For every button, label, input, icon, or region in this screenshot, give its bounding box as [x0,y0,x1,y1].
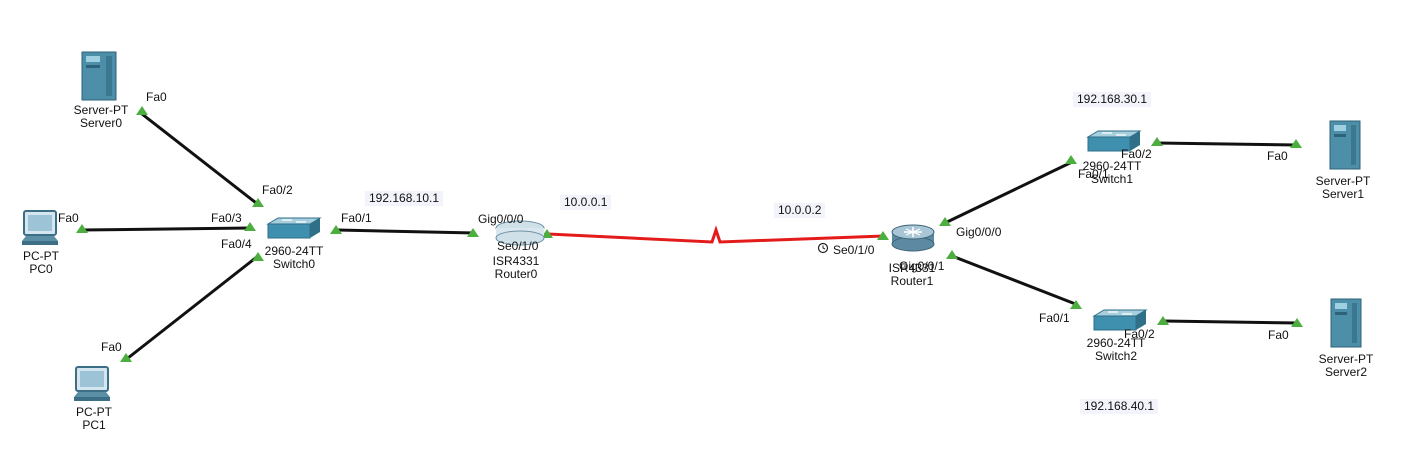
port-up-indicator [136,106,148,115]
port-up-indicator [877,231,889,240]
switch2-label: 2960-24TT Switch2 [1087,337,1146,363]
router1-router-icon[interactable] [891,224,935,252]
link-pc0-switch0[interactable] [81,226,251,232]
port-up-indicator [252,252,264,261]
server0-label: Server-PT Server0 [74,104,129,130]
port-up-indicator [1151,137,1163,146]
switch0-label: 2960-24TT Switch0 [265,245,324,271]
switch1-name: Switch1 [1090,172,1134,186]
port-label: Fa0/2 [1124,327,1155,341]
port-up-indicator [1291,318,1303,327]
server1-server-icon[interactable] [1329,120,1361,170]
switch2-switch-icon[interactable] [1092,309,1148,331]
port-up-indicator [1157,316,1169,325]
server1-name: Server1 [1321,187,1365,201]
router0-name: Router0 [494,267,538,281]
port-label: Fa0 [1267,149,1288,163]
pc0-name: PC0 [29,262,53,276]
server0-server-icon[interactable] [81,51,117,101]
port-up-indicator [330,225,342,234]
pc0-label: PC-PT PC0 [23,250,59,276]
port-label: Gig0/0/1 [899,259,945,273]
server2-label: Server-PT Server2 [1319,353,1374,379]
port-up-indicator [1290,139,1302,148]
server2-server-icon[interactable] [1330,298,1362,348]
clock-icon [817,242,829,254]
network-note[interactable]: 10.0.0.2 [774,203,826,218]
switch2-type: 2960-24TT [1086,336,1146,350]
port-label: Gig0/0/0 [478,212,524,226]
server2-type: Server-PT [1318,352,1374,366]
switch1-switch-icon[interactable] [1086,130,1142,152]
switch0-type: 2960-24TT [264,244,324,258]
link-router0-router1-serial[interactable] [547,225,885,244]
links-layer [81,112,1299,360]
port-up-indicator [252,198,264,207]
link-router1-switch2[interactable] [951,254,1079,307]
router0-type: ISR4331 [492,254,540,268]
link-server0-switch0[interactable] [141,112,261,208]
link-router1-switch1[interactable] [944,160,1073,225]
network-note[interactable]: 10.0.0.1 [560,195,612,210]
link-switch0-router0[interactable] [337,228,476,235]
port-up-indicator [76,224,88,233]
port-label: Fa0 [146,90,167,104]
port-label: Se0/1/0 [497,239,539,253]
server0-name: Server0 [79,116,123,130]
pc0-type: PC-PT [23,249,59,263]
router1-name: Router1 [890,274,934,288]
router0-label: ISR4331 Router0 [493,255,540,281]
switch0-switch-icon[interactable] [266,217,322,239]
port-up-indicator [946,250,958,259]
port-up-indicator [1070,300,1082,309]
port-up-indicator [939,217,951,226]
port-up-indicator [467,228,479,237]
port-label: Fa0/2 [1121,147,1152,161]
port-up-indicator [1065,155,1077,164]
link-switch1-server1[interactable] [1156,141,1298,147]
port-label: Fa0/1 [341,211,372,225]
pc1-pc-icon[interactable] [74,366,110,401]
server1-type: Server-PT [1315,174,1371,188]
switch0-name: Switch0 [272,257,316,271]
link-switch2-server2[interactable] [1163,319,1299,325]
port-label: Fa0 [58,211,79,225]
port-label: Fa0 [101,340,122,354]
network-note[interactable]: 192.168.10.1 [365,191,444,206]
server2-name: Server2 [1324,365,1368,379]
port-label: Se0/1/0 [833,243,875,257]
switch1-type: 2960-24TT [1082,159,1142,173]
router0-router-icon[interactable] [495,220,545,246]
port-label: Fa0/3 [211,211,242,225]
port-up-indicator [120,353,132,362]
port-label: Fa0/1 [1078,167,1109,181]
pc1-type: PC-PT [76,405,112,419]
port-up-indicator [244,222,256,231]
pc1-name: PC1 [82,418,106,432]
network-note[interactable]: 192.168.40.1 [1080,399,1159,414]
pc0-pc-icon[interactable] [22,210,58,245]
router1-label: ISR4331 Router1 [889,262,936,288]
port-label: Gig0/0/0 [956,225,1002,239]
router1-type: ISR4331 [888,261,936,275]
pc1-label: PC-PT PC1 [76,406,112,432]
port-label: Fa0 [1268,328,1289,342]
port-label: Fa0/1 [1039,311,1070,325]
port-label: Fa0/4 [221,237,252,251]
network-note[interactable]: 192.168.30.1 [1073,92,1152,107]
link-pc1-switch0[interactable] [127,254,259,360]
switch2-name: Switch2 [1094,349,1138,363]
switch1-label: 2960-24TT Switch1 [1083,160,1142,186]
port-label: Fa0/2 [262,183,293,197]
server1-label: Server-PT Server1 [1316,175,1371,201]
server0-type: Server-PT [73,103,129,117]
